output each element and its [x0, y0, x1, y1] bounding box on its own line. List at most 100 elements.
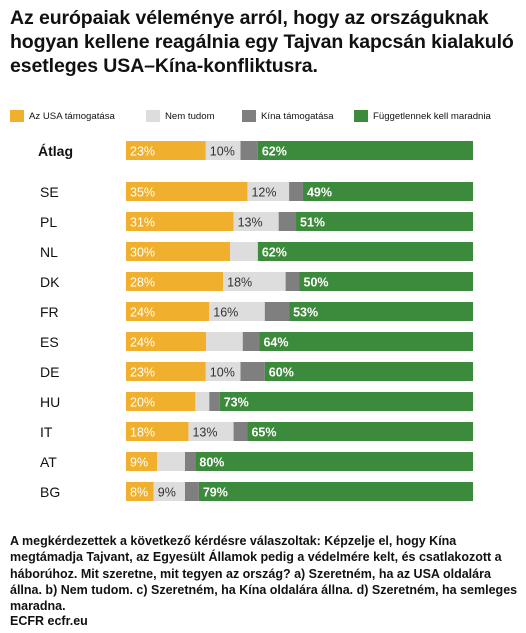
bar-neutral-dk: [299, 272, 473, 291]
data-label-usa-fr: 24%: [130, 306, 155, 320]
bar-china-pl: [278, 212, 297, 231]
data-label-usa-hu: 20%: [130, 396, 155, 410]
bar-china-de: [240, 362, 265, 381]
legend-item-neutral: Függetlennek kell maradnia: [354, 110, 491, 122]
row-label-bg: BG: [40, 483, 61, 500]
bar-usa-bg: [126, 482, 154, 501]
bar-dontknow-fr: [209, 302, 265, 321]
bar-usa-it: [126, 422, 189, 441]
data-label-dontknow-it: 13%: [192, 426, 217, 440]
bar-dontknow-es: [206, 332, 243, 351]
bar-dontknow-hu: [195, 392, 210, 411]
legend-item-dontknow: Nem tudom: [146, 110, 215, 122]
bar-china-at: [184, 452, 196, 471]
chart-legend: Az USA támogatása Nem tudom Kína támogat…: [10, 110, 522, 126]
bar-neutral-atlag: [257, 141, 473, 160]
bar-china-se: [289, 182, 303, 201]
data-label-neutral-bg: 79%: [203, 486, 228, 500]
bar-usa-nl: [126, 242, 231, 261]
bar-usa-pl: [126, 212, 234, 231]
bar-neutral-fr: [289, 302, 473, 321]
data-label-usa-nl: 30%: [130, 246, 155, 260]
bar-dontknow-atlag: [205, 141, 241, 160]
data-label-dontknow-de: 10%: [210, 366, 235, 380]
bar-usa-at: [126, 452, 158, 471]
bar-usa-hu: [126, 392, 196, 411]
bar-china-it: [233, 422, 248, 441]
bar-neutral-it: [247, 422, 473, 441]
bar-china-bg: [184, 482, 199, 501]
bar-china-es: [242, 332, 260, 351]
bar-china-atlag: [240, 141, 258, 160]
data-label-neutral-es: 64%: [263, 336, 288, 350]
footnote: A megkérdezettek a következő kérdésre vá…: [10, 534, 518, 614]
data-label-neutral-it: 65%: [251, 426, 276, 440]
data-label-neutral-pl: 51%: [300, 216, 325, 230]
legend-swatch-china: [242, 110, 256, 122]
data-label-neutral-fr: 53%: [293, 306, 318, 320]
bar-usa-dk: [126, 272, 224, 291]
row-label-dk: DK: [40, 273, 60, 290]
bar-neutral-pl: [296, 212, 473, 231]
data-label-neutral-hu: 73%: [224, 396, 249, 410]
bar-usa-de: [126, 362, 206, 381]
legend-swatch-dontknow: [146, 110, 160, 122]
chart-title: Az európaiak véleménye arról, hogy az or…: [10, 7, 514, 77]
bar-china-dk: [285, 272, 300, 291]
data-label-dontknow-pl: 13%: [238, 216, 263, 230]
data-label-usa-de: 23%: [130, 366, 155, 380]
bar-china-fr: [264, 302, 290, 321]
bar-dontknow-pl: [233, 212, 279, 231]
bar-dontknow-bg: [153, 482, 185, 501]
bar-china-hu: [209, 392, 220, 411]
data-label-usa-bg: 8%: [130, 486, 148, 500]
row-label-it: IT: [40, 423, 53, 440]
row-label-se: SE: [40, 183, 59, 200]
data-label-usa-atlag: 23%: [130, 145, 155, 159]
data-label-neutral-dk: 50%: [304, 276, 329, 290]
legend-label-dontknow: Nem tudom: [165, 110, 215, 122]
legend-label-usa: Az USA támogatása: [29, 110, 115, 122]
row-label-at: AT: [40, 453, 57, 470]
legend-label-china: Kína támogatása: [261, 110, 334, 122]
bar-neutral-de: [264, 362, 473, 381]
data-label-neutral-nl: 62%: [262, 246, 287, 260]
data-label-neutral-se: 49%: [307, 186, 332, 200]
bar-usa-se: [126, 182, 248, 201]
data-label-usa-es: 24%: [130, 336, 155, 350]
data-label-dontknow-atlag: 10%: [210, 145, 235, 159]
data-label-dontknow-bg: 9%: [158, 486, 176, 500]
data-label-usa-at: 9%: [130, 456, 148, 470]
legend-item-usa: Az USA támogatása: [10, 110, 115, 122]
bar-usa-atlag: [126, 141, 206, 160]
bar-usa-es: [126, 332, 207, 351]
legend-swatch-neutral: [354, 110, 368, 122]
data-label-neutral-atlag: 62%: [262, 145, 287, 159]
bar-neutral-se: [302, 182, 473, 201]
data-label-usa-it: 18%: [130, 426, 155, 440]
bar-dontknow-it: [188, 422, 234, 441]
data-label-dontknow-se: 12%: [251, 186, 276, 200]
bar-neutral-bg: [198, 482, 473, 501]
row-label-atlag: Átlag: [38, 142, 73, 159]
row-label-es: ES: [40, 333, 59, 350]
source-note: ECFR ecfr.eu: [10, 614, 88, 628]
data-label-usa-pl: 31%: [130, 216, 155, 230]
bar-neutral-nl: [257, 242, 473, 261]
bar-neutral-hu: [219, 392, 473, 411]
legend-label-neutral: Függetlennek kell maradnia: [373, 110, 491, 122]
data-label-neutral-de: 60%: [269, 366, 294, 380]
data-label-usa-se: 35%: [130, 186, 155, 200]
legend-swatch-usa: [10, 110, 24, 122]
bar-neutral-es: [259, 332, 473, 351]
data-label-dontknow-fr: 16%: [213, 306, 238, 320]
row-label-pl: PL: [40, 213, 58, 230]
row-label-hu: HU: [40, 393, 61, 410]
bar-dontknow-dk: [223, 272, 286, 291]
data-label-usa-dk: 28%: [130, 276, 155, 290]
row-label-nl: NL: [40, 243, 58, 260]
bar-dontknow-nl: [230, 242, 258, 261]
legend-item-china: Kína támogatása: [242, 110, 334, 122]
bar-dontknow-se: [247, 182, 290, 201]
data-label-neutral-at: 80%: [199, 456, 224, 470]
